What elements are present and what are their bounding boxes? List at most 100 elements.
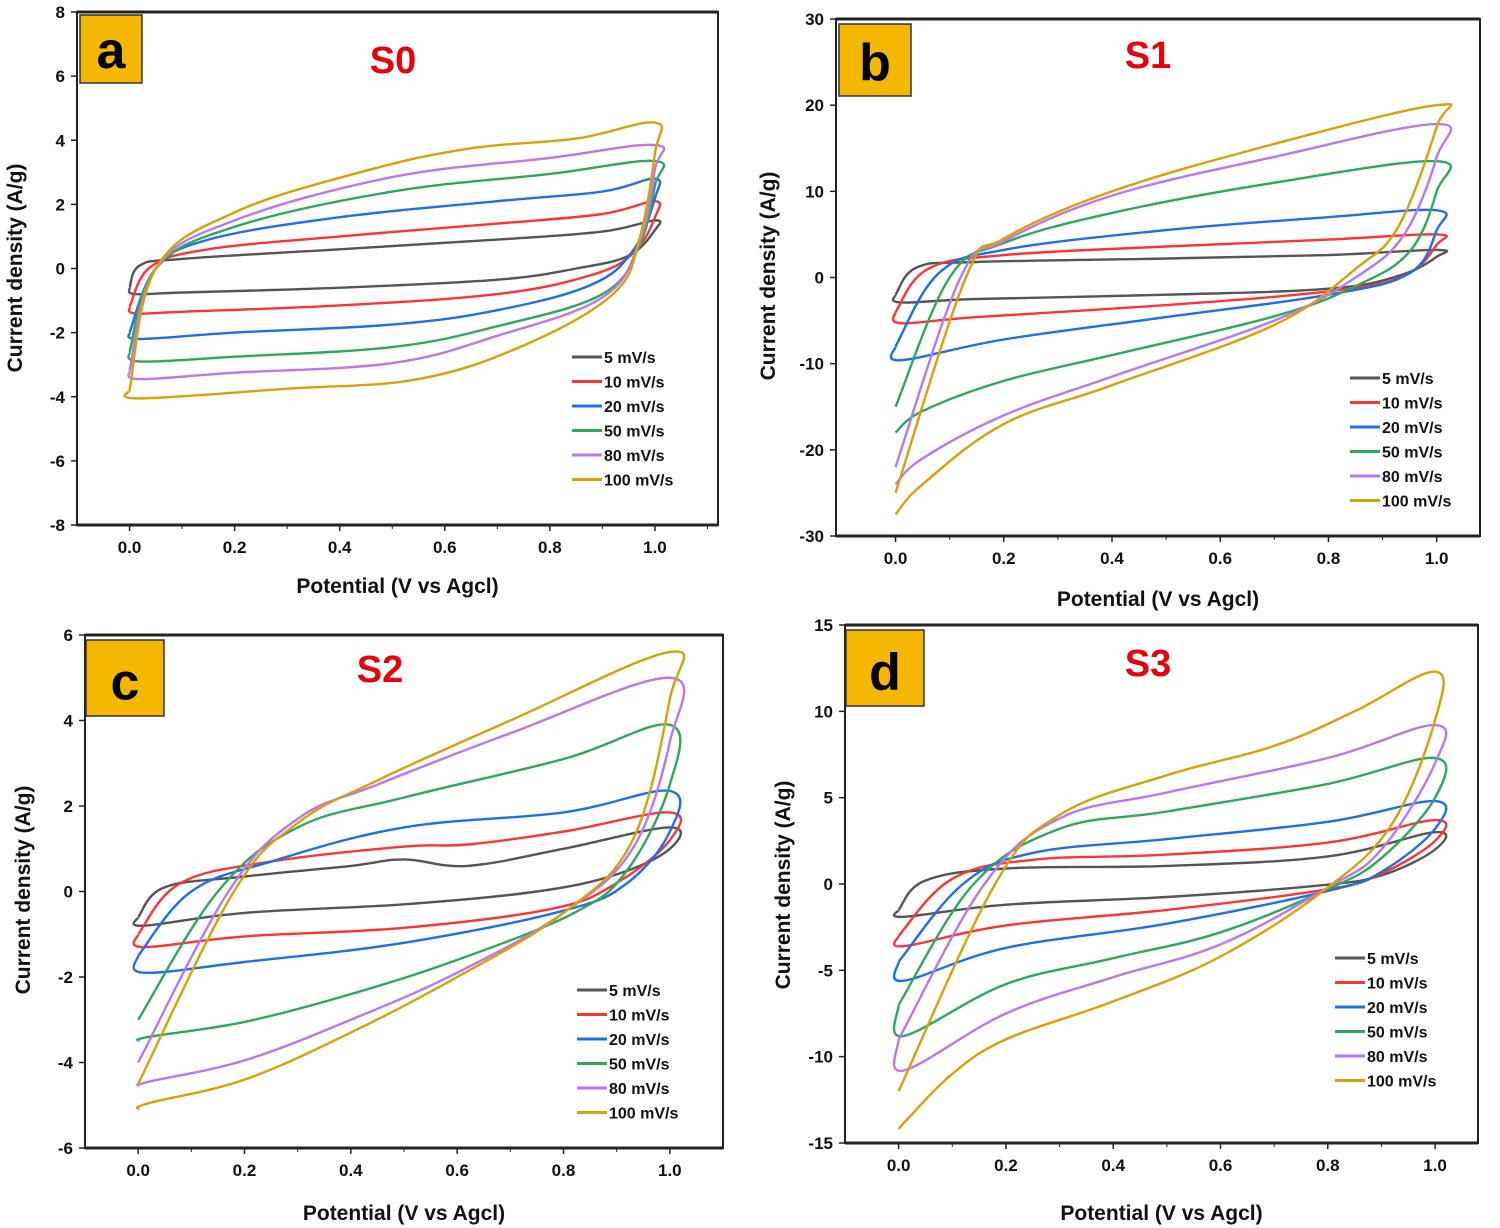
x-tick-label: 0.0	[126, 1161, 150, 1180]
x-tick-label: 0.2	[994, 1156, 1018, 1175]
y-tick-label: 0	[824, 875, 833, 894]
x-tick-label: 0.8	[1316, 1156, 1340, 1175]
y-tick-label: 4	[56, 131, 66, 150]
y-tick-label: 5	[824, 789, 833, 808]
cv-curve-5mV-s	[892, 830, 1448, 919]
y-tick-label: 8	[56, 3, 65, 22]
y-axis-label: Current density (A/g)	[4, 164, 27, 373]
cv-curve-10mV-s	[891, 233, 1449, 325]
y-tick-label: 6	[64, 626, 73, 645]
y-axis-label: Current density (A/g)	[772, 781, 795, 990]
y-tick-label: -2	[50, 324, 65, 343]
panel-title: S2	[357, 649, 403, 691]
x-tick-label: 0.8	[1317, 549, 1341, 568]
x-axis-label: Potential (V vs Agcl)	[303, 1202, 505, 1225]
panel-label-badge	[845, 629, 925, 707]
y-tick-label: 20	[805, 96, 824, 115]
y-tick-label: 4	[64, 712, 74, 731]
legend-label: 50 mV/s	[609, 1057, 670, 1074]
x-tick-label: 0.2	[992, 549, 1016, 568]
y-tick-label: 30	[805, 10, 824, 29]
panel-label-text: d	[869, 643, 901, 701]
y-tick-label: 10	[814, 702, 833, 721]
y-tick-label: -4	[58, 1054, 74, 1073]
cv-curve-50mV-s	[127, 159, 666, 363]
panel-label-text: b	[859, 34, 891, 92]
legend-label: 5 mV/s	[609, 983, 661, 1000]
legend-label: 50 mV/s	[604, 424, 665, 441]
cv-curve-5mV-s	[127, 219, 662, 296]
cv-curve-100mV-s	[897, 670, 1445, 1131]
cv-curve-50mV-s	[135, 723, 682, 1043]
x-tick-label: 0.6	[1208, 549, 1232, 568]
legend-label: 100 mV/s	[604, 473, 673, 490]
legend-label: 80 mV/s	[1367, 1049, 1428, 1066]
panel-label-badge	[79, 14, 143, 84]
x-axis-label: Potential (V vs Agcl)	[1060, 1202, 1262, 1225]
cv-curve-20mV-s	[127, 177, 662, 341]
x-tick-label: 0.0	[887, 1156, 911, 1175]
x-tick-label: 0.4	[1101, 1156, 1125, 1175]
legend-label: 10 mV/s	[609, 1008, 670, 1025]
x-tick-label: 0.6	[1209, 1156, 1233, 1175]
legend-label: 20 mV/s	[609, 1032, 670, 1049]
y-tick-label: -20	[799, 441, 824, 460]
y-tick-label: -10	[799, 355, 824, 374]
x-tick-label: 1.0	[1423, 1156, 1447, 1175]
panel-title: S3	[1125, 643, 1171, 685]
y-tick-label: -15	[808, 1134, 833, 1153]
panel-title: S1	[1125, 35, 1171, 77]
y-tick-label: -4	[50, 388, 66, 407]
y-tick-label: 0	[64, 883, 73, 902]
legend-label: 20 mV/s	[1382, 420, 1443, 437]
y-tick-label: -2	[58, 968, 73, 987]
cv-curve-80mV-s	[892, 723, 1448, 1072]
cv-curve-20mV-s	[889, 208, 1448, 362]
legend-label: 10 mV/s	[1367, 976, 1428, 993]
cv-curve-50mV-s	[892, 756, 1448, 1038]
x-tick-label: 0.4	[339, 1161, 363, 1180]
y-tick-label: 15	[814, 616, 833, 635]
y-tick-label: -6	[58, 1139, 73, 1158]
panel-label-text: c	[111, 653, 140, 711]
legend-label: 50 mV/s	[1367, 1025, 1428, 1042]
legend-label: 100 mV/s	[1382, 494, 1451, 511]
cv-curve-100mV-s	[894, 102, 1453, 516]
cv-curve-20mV-s	[132, 789, 682, 975]
x-tick-label: 0.6	[433, 538, 457, 557]
cv-curve-80mV-s	[127, 143, 666, 381]
panel-b-s1: 0.0 0.2 0.4 0.6 0.8 1.0 -30 -20 -10 0 10 20 30 Potent…	[757, 10, 1481, 611]
x-tick-label: 0.8	[538, 538, 562, 557]
y-axis-label: Current density (A/g)	[757, 172, 780, 381]
cv-curve-100mV-s	[135, 650, 686, 1111]
y-tick-label: -10	[808, 1048, 833, 1067]
legend-label: 80 mV/s	[609, 1081, 670, 1098]
y-tick-label: 2	[64, 797, 73, 816]
x-tick-label: 0.2	[223, 538, 247, 557]
legend-label: 20 mV/s	[604, 399, 665, 416]
cv-curve-80mV-s	[135, 676, 686, 1088]
x-tick-label: 1.0	[658, 1161, 682, 1180]
cv-curve-10mV-s	[127, 200, 662, 315]
y-tick-label: 0	[815, 269, 824, 288]
legend-label: 10 mV/s	[604, 375, 665, 392]
cv-curve-5mV-s	[891, 248, 1449, 304]
legend-label: 10 mV/s	[1382, 396, 1443, 413]
panel-c-s2: 0.0 0.2 0.4 0.6 0.8 1.0 -6 -4 -2 0 2 4 6 Potential (V…	[12, 626, 724, 1225]
cv-curve-20mV-s	[892, 799, 1448, 982]
legend-label: 5 mV/s	[604, 350, 656, 367]
x-tick-label: 0.0	[118, 538, 142, 557]
cv-curve-50mV-s	[894, 159, 1452, 434]
x-axis-label: Potential (V vs Agcl)	[296, 575, 498, 598]
x-tick-label: 1.0	[1425, 549, 1449, 568]
legend-label: 50 mV/s	[1382, 445, 1443, 462]
x-axis-label: Potential (V vs Agcl)	[1057, 588, 1259, 611]
legend-label: 100 mV/s	[1367, 1074, 1436, 1091]
y-tick-label: -8	[50, 516, 65, 535]
cv-curve-10mV-s	[132, 811, 682, 949]
panel-label-text: a	[97, 22, 127, 80]
legend-label: 100 mV/s	[609, 1106, 678, 1123]
cv-curve-10mV-s	[892, 818, 1448, 948]
x-tick-label: 0.2	[233, 1161, 257, 1180]
